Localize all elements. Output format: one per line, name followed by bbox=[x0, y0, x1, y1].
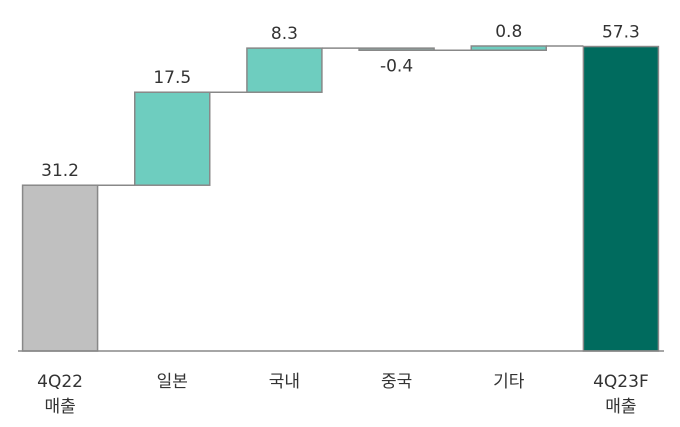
value-label: 8.3 bbox=[271, 24, 298, 44]
x-tick-label: 매출 bbox=[605, 397, 636, 417]
bar bbox=[358, 47, 435, 52]
x-tick-label: 4Q22 bbox=[37, 372, 83, 392]
bar bbox=[470, 45, 547, 52]
x-tick-label: 중국 bbox=[381, 372, 412, 392]
x-tick-label: 국내 bbox=[269, 372, 300, 392]
value-label: 0.8 bbox=[495, 22, 522, 42]
bar bbox=[134, 91, 211, 186]
value-label: 17.5 bbox=[153, 68, 191, 88]
x-tick-label: 4Q23F bbox=[593, 372, 649, 392]
bar bbox=[21, 184, 99, 352]
bar bbox=[246, 47, 323, 93]
value-label: -0.4 bbox=[380, 56, 413, 76]
x-tick-label: 매출 bbox=[44, 397, 75, 417]
x-tick-label: 기타 bbox=[493, 372, 525, 392]
value-label: 31.2 bbox=[41, 161, 79, 181]
bar bbox=[582, 45, 660, 352]
value-label: 57.3 bbox=[602, 23, 640, 43]
x-tick-label: 일본 bbox=[157, 372, 188, 392]
